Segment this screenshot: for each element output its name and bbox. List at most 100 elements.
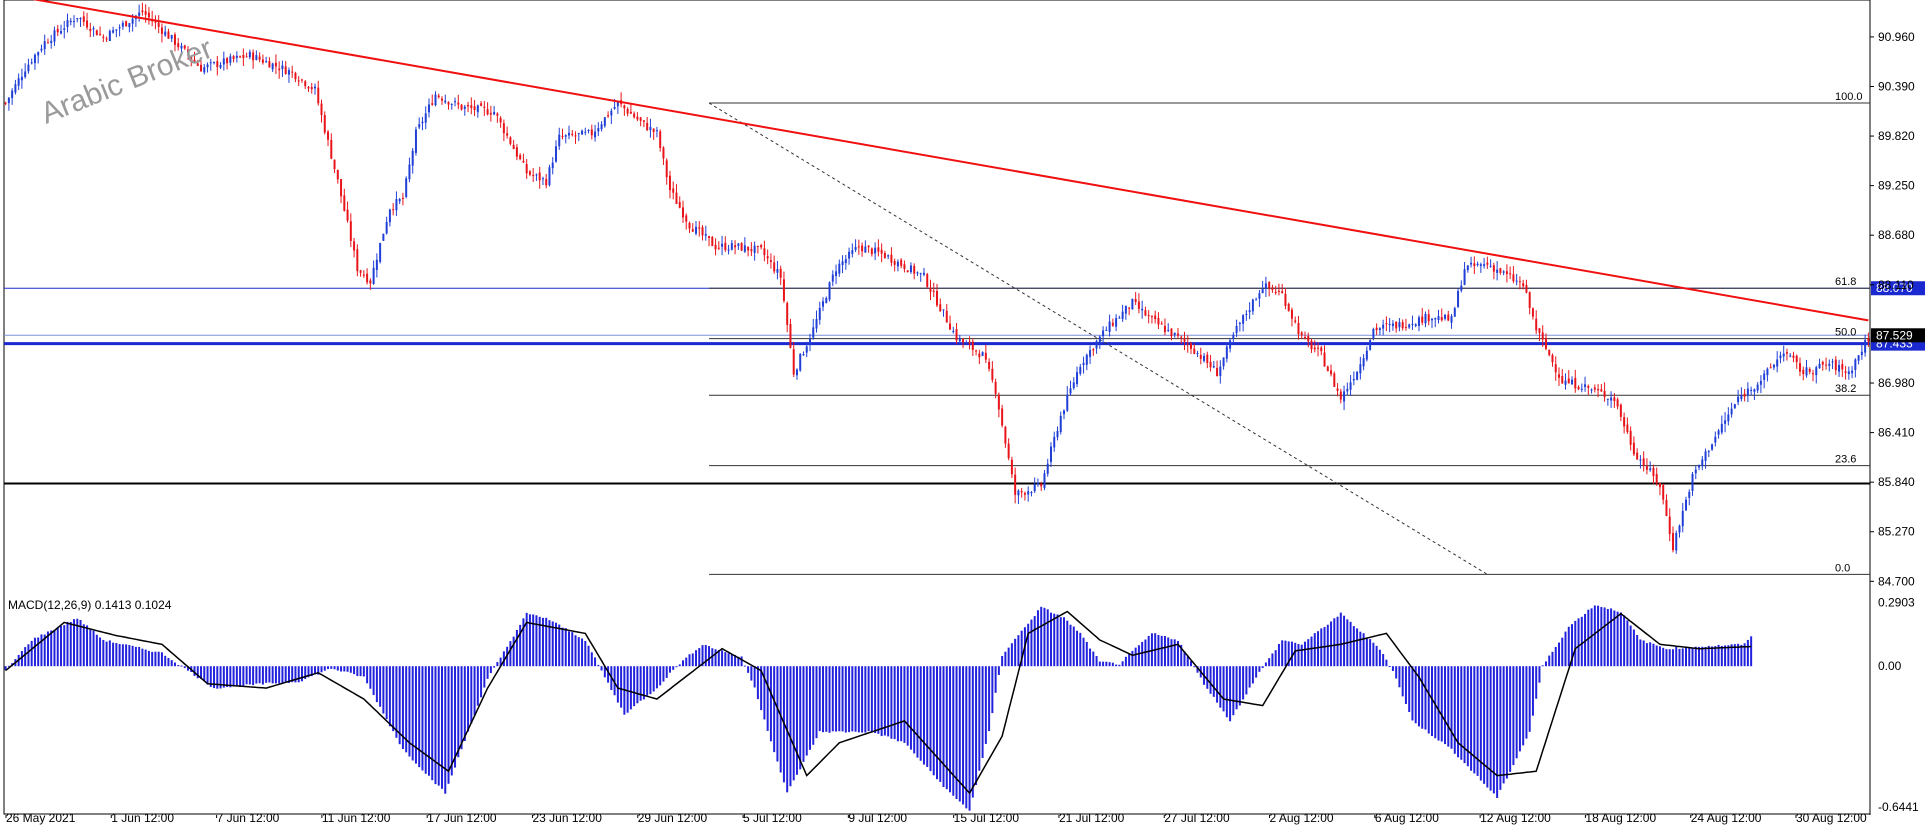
macd-histogram-bar <box>1460 666 1463 760</box>
candle-bear <box>1268 282 1271 289</box>
candle-bull <box>753 245 756 253</box>
macd-histogram-bar <box>447 666 450 784</box>
macd-histogram-bar <box>1470 666 1473 771</box>
macd-histogram-bar <box>890 666 893 739</box>
macd-histogram-bar <box>525 612 528 667</box>
macd-histogram-bar <box>1287 641 1290 667</box>
candle-bear <box>483 106 486 108</box>
macd-histogram-bar <box>1652 643 1655 667</box>
macd-histogram-bar <box>1036 610 1039 667</box>
macd-histogram-bar <box>584 640 587 667</box>
macd-histogram-bar <box>581 638 584 667</box>
macd-histogram-bar <box>734 654 737 667</box>
macd-histogram-bar <box>1242 666 1245 700</box>
macd-histogram-bar <box>1746 639 1749 667</box>
macd-histogram-bar <box>753 666 756 688</box>
macd-histogram-bar <box>203 666 206 681</box>
macd-histogram-bar <box>115 643 118 667</box>
candle-bear <box>652 128 655 132</box>
candle-bear <box>1531 308 1534 317</box>
macd-histogram-bar <box>1069 624 1072 667</box>
macd-histogram-bar <box>551 621 554 667</box>
candle-bull <box>1698 465 1701 468</box>
macd-histogram-bar <box>916 666 919 758</box>
trendline-line[interactable] <box>6 0 1869 322</box>
candle-bear <box>1137 301 1140 309</box>
macd-histogram-bar <box>1382 654 1385 667</box>
macd-histogram-bar <box>1131 650 1134 667</box>
macd-histogram-bar <box>138 646 141 667</box>
macd-histogram-bar <box>877 666 880 734</box>
time-tick-label: 17 Jun 12:00 <box>427 811 497 825</box>
macd-histogram-bar <box>209 666 212 687</box>
candle-bull <box>1245 313 1248 315</box>
fib-diagonal[interactable] <box>708 102 1488 575</box>
candle-bear <box>1193 348 1196 354</box>
candle-bear <box>1336 388 1339 391</box>
candle-bull <box>450 103 453 105</box>
macd-histogram-bar <box>1639 639 1642 667</box>
fibonacci-retracement[interactable]: 100.0 61.8 50.0 38.2 23.6 0.0 <box>708 91 1870 575</box>
macd-histogram-bar <box>802 666 805 762</box>
macd-histogram-bar <box>206 666 209 685</box>
candle-bear <box>1538 328 1541 333</box>
macd-histogram-bar <box>1365 637 1368 667</box>
candle-bear <box>1665 499 1668 516</box>
macd-histogram-bar <box>932 666 935 776</box>
macd-histogram-bar <box>1333 618 1336 667</box>
candle-bear <box>561 136 564 138</box>
candle-bull <box>1779 355 1782 359</box>
macd-histogram-bar <box>730 654 733 667</box>
candle-bear <box>984 352 987 360</box>
candle-bear <box>665 160 668 178</box>
candle-bear <box>401 197 404 199</box>
candle-bull <box>66 20 69 27</box>
macd-histogram-bar <box>1170 639 1173 667</box>
macd-histogram-bar <box>535 615 538 667</box>
candle-bull <box>1430 318 1433 321</box>
macd-histogram-bar <box>1489 666 1492 791</box>
macd-histogram-bar <box>659 666 662 686</box>
macd-histogram-bar <box>27 644 30 667</box>
candle-bull <box>776 269 779 273</box>
candle-bull <box>63 28 66 30</box>
macd-histogram-bar <box>1339 612 1342 667</box>
macd-histogram-bar <box>1128 653 1131 667</box>
macd-histogram-bar <box>1336 616 1339 667</box>
candle-bull <box>463 106 466 109</box>
macd-histogram-bar <box>721 650 724 667</box>
macd-histogram-bar <box>958 666 961 802</box>
fib-level-label: 38.2 <box>1835 383 1856 395</box>
macd-histogram-bar <box>763 666 766 720</box>
macd-histogram-bar <box>1176 640 1179 667</box>
candle-bull <box>424 113 427 123</box>
candle-bull <box>655 130 658 132</box>
candle-bull <box>213 62 216 64</box>
macd-histogram-bar <box>633 666 636 707</box>
macd-histogram-bar <box>1111 662 1114 667</box>
macd-histogram-bar <box>307 666 310 678</box>
candle-bull <box>203 67 206 73</box>
candle-bear <box>291 71 294 73</box>
candle-bear <box>167 31 170 39</box>
macd-histogram-bar <box>1391 666 1394 672</box>
candle-bear <box>662 147 665 159</box>
macd-histogram-bar <box>314 666 316 675</box>
candle-bear <box>789 324 792 348</box>
candle-bear <box>1421 316 1424 323</box>
candle-bear <box>1509 273 1512 275</box>
candle-bull <box>235 55 238 58</box>
candle-bull <box>1763 373 1766 380</box>
candle-bear <box>688 222 691 229</box>
candle-bear <box>1271 287 1274 290</box>
candle-bear <box>1525 285 1528 293</box>
candle-bear <box>1658 483 1661 488</box>
trendline[interactable] <box>6 0 1869 322</box>
candle-bear <box>717 247 720 249</box>
candle-bear <box>506 133 509 136</box>
candle-bull <box>1476 263 1479 266</box>
macd-histogram-bar <box>874 666 877 734</box>
macd-histogram-bar <box>1255 666 1258 678</box>
